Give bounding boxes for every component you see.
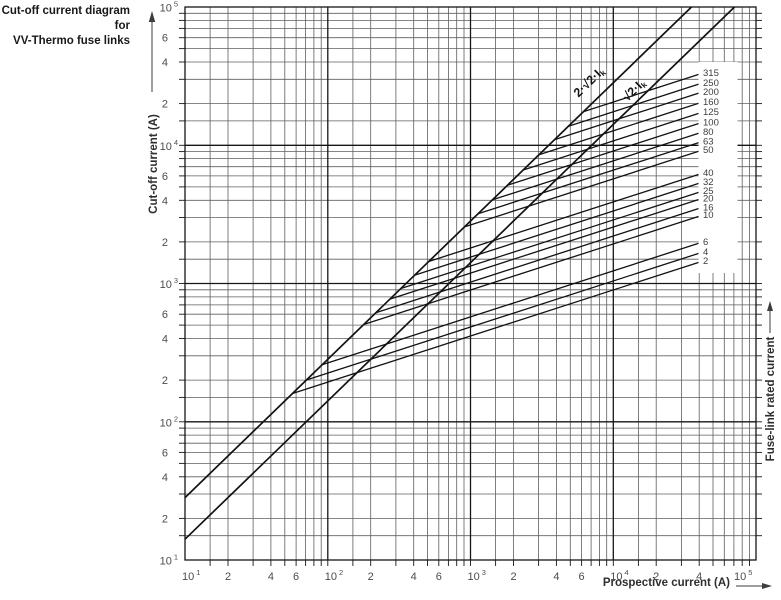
right-axis-label: Fuse-link rated current [765,336,777,462]
svg-text:6: 6 [436,571,442,583]
svg-text:2: 2 [162,237,168,249]
svg-text:2: 2 [225,571,231,583]
reference-lines [184,6,736,540]
svg-text:200: 200 [703,87,719,98]
svg-text:6: 6 [162,33,168,45]
svg-text:125: 125 [703,107,719,118]
svg-text:2: 2 [162,375,168,387]
svg-text:16: 16 [703,202,714,213]
svg-text:4: 4 [703,247,708,258]
y-axis-label: Cut-off current (A) [148,114,160,214]
svg-text:2: 2 [653,571,659,583]
svg-text:4: 4 [696,571,702,583]
svg-text:6: 6 [162,309,168,321]
svg-text:32: 32 [703,177,714,188]
svg-text:102: 10 2 [325,568,343,583]
chart-title-line2: VV-Thermo fuse links [13,35,130,47]
svg-text:4: 4 [162,195,168,207]
svg-text:6: 6 [703,237,708,248]
plot-border [184,6,757,561]
x-axis-arrow [736,583,772,589]
svg-text:50: 50 [703,145,714,156]
svg-text:101: 10 1 [160,553,178,568]
svg-text:315: 315 [703,68,719,79]
svg-text:104: 10 4 [160,138,178,153]
rating-label-panel [698,62,738,273]
svg-text:101: 10 1 [182,568,200,583]
svg-text:4: 4 [162,472,168,484]
chart-title-line1: Cut-off current diagram for [1,5,130,32]
svg-text:4: 4 [553,571,559,583]
svg-text:6: 6 [162,447,168,459]
y-axis-arrow [148,11,156,92]
svg-text:250: 250 [703,78,719,89]
svg-text:102: 10 2 [160,414,178,429]
svg-text:6: 6 [579,571,585,583]
svg-text:6: 6 [162,171,168,183]
svg-text:80: 80 [703,127,714,138]
svg-text:160: 160 [703,97,719,108]
svg-text:25: 25 [703,186,714,197]
svg-text:40: 40 [703,168,714,179]
svg-text:105: 10 5 [160,0,178,15]
svg-text:4: 4 [268,571,274,583]
svg-text:6: 6 [293,571,299,583]
axis-ticks [179,12,762,566]
fuse-rating-curves [292,72,704,395]
svg-text:103: 10 3 [468,568,486,583]
svg-text:4: 4 [162,57,168,69]
svg-text:2: 2 [162,513,168,525]
svg-text:4: 4 [162,334,168,346]
chart-title: Cut-off current diagram for VV-Thermo fu… [0,4,130,49]
svg-text:4: 4 [411,571,417,583]
svg-text:103: 10 3 [160,276,178,291]
svg-text:2: 2 [703,256,708,267]
x-tick-labels: 10 1 10 2 10 3 10 4 10 52 4 6 2 4 6 2 4 6 2 4 [182,568,752,583]
svg-text:2: 2 [368,571,374,583]
right-axis-arrow [767,301,773,333]
svg-text:10: 10 [703,210,714,221]
grid [185,7,756,560]
svg-text:2: 2 [162,99,168,111]
x-axis-label: Prospective current (A) [602,577,730,589]
svg-text:20: 20 [703,193,714,204]
svg-text:63: 63 [703,136,714,147]
svg-text:2: 2 [510,571,516,583]
svg-text:105: 10 5 [734,568,752,583]
svg-text:100: 100 [703,117,719,128]
